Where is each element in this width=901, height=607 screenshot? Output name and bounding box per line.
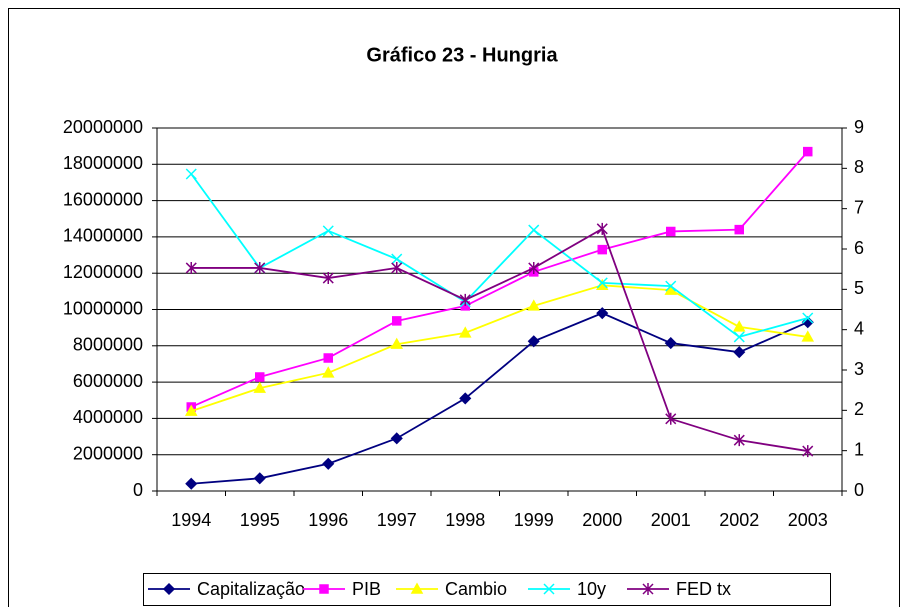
y-tick-label: 16000000 bbox=[63, 189, 143, 209]
y2-tick-label: 1 bbox=[854, 439, 864, 459]
data-point bbox=[322, 225, 334, 237]
legend-marker bbox=[319, 584, 329, 594]
y2-tick-label: 2 bbox=[854, 399, 864, 419]
data-point bbox=[732, 320, 746, 332]
data-point bbox=[321, 366, 335, 378]
data-point bbox=[734, 224, 744, 235]
y-tick-label: 20000000 bbox=[63, 117, 143, 137]
x-tick-label: 1994 bbox=[171, 510, 211, 530]
data-point bbox=[390, 432, 403, 445]
data-point bbox=[596, 307, 609, 320]
x-tick-label: 1998 bbox=[445, 510, 485, 530]
legend-label: Cambio bbox=[445, 579, 507, 599]
data-point bbox=[392, 316, 402, 326]
data-point bbox=[322, 457, 335, 470]
legend-marker bbox=[162, 582, 176, 596]
data-point bbox=[391, 261, 403, 274]
legend-marker bbox=[543, 583, 555, 595]
data-point bbox=[459, 392, 472, 405]
data-point bbox=[666, 226, 676, 237]
y2-tick-label: 3 bbox=[854, 359, 864, 379]
data-point bbox=[527, 299, 541, 311]
data-point bbox=[459, 293, 471, 306]
y-tick-label: 2000000 bbox=[73, 443, 143, 463]
data-point bbox=[458, 326, 472, 338]
legend-label: 10y bbox=[577, 579, 606, 599]
y-tick-label: 8000000 bbox=[73, 335, 143, 355]
y-tick-label: 4000000 bbox=[73, 407, 143, 427]
legend-marker bbox=[642, 583, 654, 595]
series-line bbox=[190, 173, 808, 338]
y-tick-label: 14000000 bbox=[63, 226, 143, 246]
data-point bbox=[802, 312, 814, 324]
data-point bbox=[733, 434, 745, 447]
data-point bbox=[664, 337, 677, 350]
data-point bbox=[528, 261, 540, 274]
y2-tick-label: 9 bbox=[854, 117, 864, 137]
data-point bbox=[185, 477, 198, 490]
x-tick-label: 1997 bbox=[377, 510, 417, 530]
series-line bbox=[190, 151, 809, 408]
y-tick-label: 10000000 bbox=[63, 298, 143, 318]
chart-title: Gráfico 23 - Hungria bbox=[366, 44, 558, 66]
data-point bbox=[596, 277, 608, 289]
series-line bbox=[190, 284, 808, 412]
data-point bbox=[665, 280, 677, 292]
series-line bbox=[191, 227, 808, 452]
x-tick-label: 1999 bbox=[514, 510, 554, 530]
y-tick-label: 12000000 bbox=[63, 262, 143, 282]
y-tick-label: 6000000 bbox=[73, 371, 143, 391]
x-tick-label: 1996 bbox=[308, 510, 348, 530]
data-point bbox=[390, 337, 404, 349]
y2-tick-label: 5 bbox=[854, 278, 864, 298]
data-point bbox=[185, 261, 197, 274]
data-point bbox=[322, 272, 334, 285]
data-point bbox=[323, 353, 333, 363]
series-line bbox=[191, 312, 809, 485]
data-point bbox=[527, 335, 540, 348]
data-point bbox=[733, 346, 746, 359]
y2-tick-label: 0 bbox=[854, 480, 864, 500]
data-point bbox=[528, 224, 540, 236]
data-point bbox=[253, 472, 266, 485]
x-tick-label: 2003 bbox=[788, 510, 828, 530]
data-point bbox=[596, 222, 608, 235]
data-point bbox=[253, 381, 267, 393]
y-tick-label: 18000000 bbox=[63, 153, 143, 173]
y2-tick-label: 4 bbox=[854, 318, 864, 338]
legend-label: Capitalização bbox=[197, 579, 305, 599]
data-point bbox=[802, 445, 814, 458]
data-point bbox=[391, 253, 403, 265]
data-point bbox=[185, 168, 197, 180]
x-tick-label: 2001 bbox=[651, 510, 691, 530]
legend-label: PIB bbox=[352, 579, 381, 599]
y2-tick-label: 8 bbox=[854, 157, 864, 177]
x-tick-label: 1995 bbox=[240, 510, 280, 530]
y2-tick-label: 6 bbox=[854, 238, 864, 258]
data-point bbox=[665, 412, 677, 425]
legend-marker bbox=[410, 582, 424, 594]
data-point bbox=[597, 244, 607, 255]
data-point bbox=[254, 261, 266, 274]
data-point bbox=[803, 146, 813, 157]
data-point bbox=[255, 372, 265, 382]
legend-label: FED tx bbox=[676, 579, 731, 599]
data-point bbox=[184, 404, 198, 416]
y-tick-label: 0 bbox=[133, 480, 143, 500]
x-tick-label: 2000 bbox=[582, 510, 622, 530]
legend-box bbox=[143, 573, 831, 606]
x-tick-label: 2002 bbox=[719, 510, 759, 530]
data-point bbox=[733, 331, 745, 343]
data-point bbox=[801, 330, 815, 342]
y2-tick-label: 7 bbox=[854, 197, 864, 217]
